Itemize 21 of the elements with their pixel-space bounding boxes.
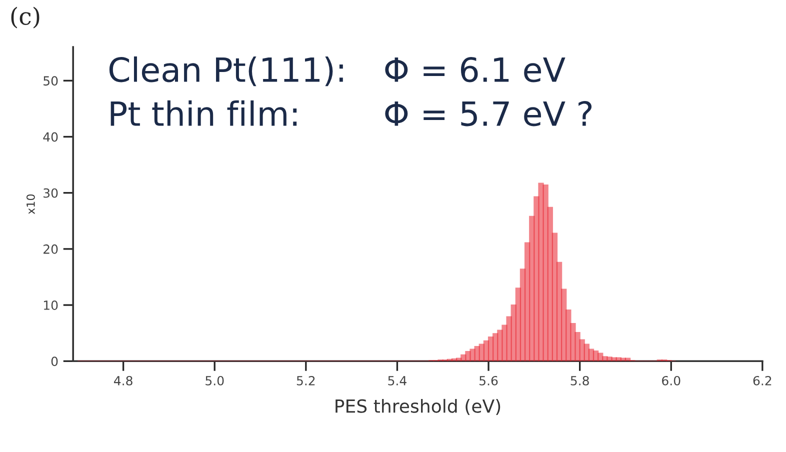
y-tick-label: 20 — [44, 244, 58, 254]
annotation: Φ = 6.1 eV — [385, 57, 566, 82]
annotation: Φ = 5.7 eV ? — [385, 101, 592, 126]
y-tick-label: 10 — [44, 300, 58, 310]
y-tick-label: 40 — [43, 132, 58, 142]
x-tick-label: 5.8 — [570, 376, 589, 386]
y-axis-title: x10 — [26, 194, 35, 214]
x-tick-label: 5.0 — [206, 376, 224, 386]
x-tick-label: 5.2 — [296, 376, 315, 386]
x-axis-title: PES threshold (eV) — [336, 398, 500, 416]
x-tick-label: 4.8 — [114, 376, 132, 386]
x-tick-label: 6.2 — [753, 376, 772, 386]
x-tick-label: 5.6 — [480, 376, 498, 386]
y-tick-label: 50 — [44, 76, 58, 86]
annotation: Clean Pt(111): — [109, 56, 343, 86]
y-tick-label: 30 — [44, 188, 58, 198]
chart-title: (c) — [11, 6, 40, 28]
x-tick-label: 5.4 — [388, 376, 406, 386]
y-tick-label: 0 — [51, 356, 58, 366]
x-tick-label: 6.0 — [662, 376, 680, 386]
annotation: Pt thin film: — [110, 100, 297, 126]
